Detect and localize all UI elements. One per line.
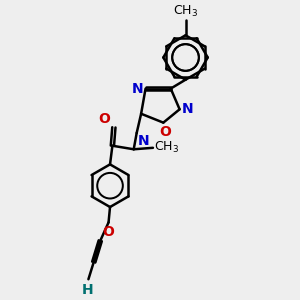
Text: N: N (132, 82, 143, 96)
Text: O: O (98, 112, 110, 126)
Text: N: N (137, 134, 149, 148)
Text: H: H (82, 283, 94, 297)
Text: O: O (159, 125, 171, 139)
Text: CH$_3$: CH$_3$ (173, 4, 198, 19)
Text: CH$_3$: CH$_3$ (154, 140, 180, 155)
Text: N: N (182, 102, 194, 116)
Text: O: O (103, 225, 115, 239)
